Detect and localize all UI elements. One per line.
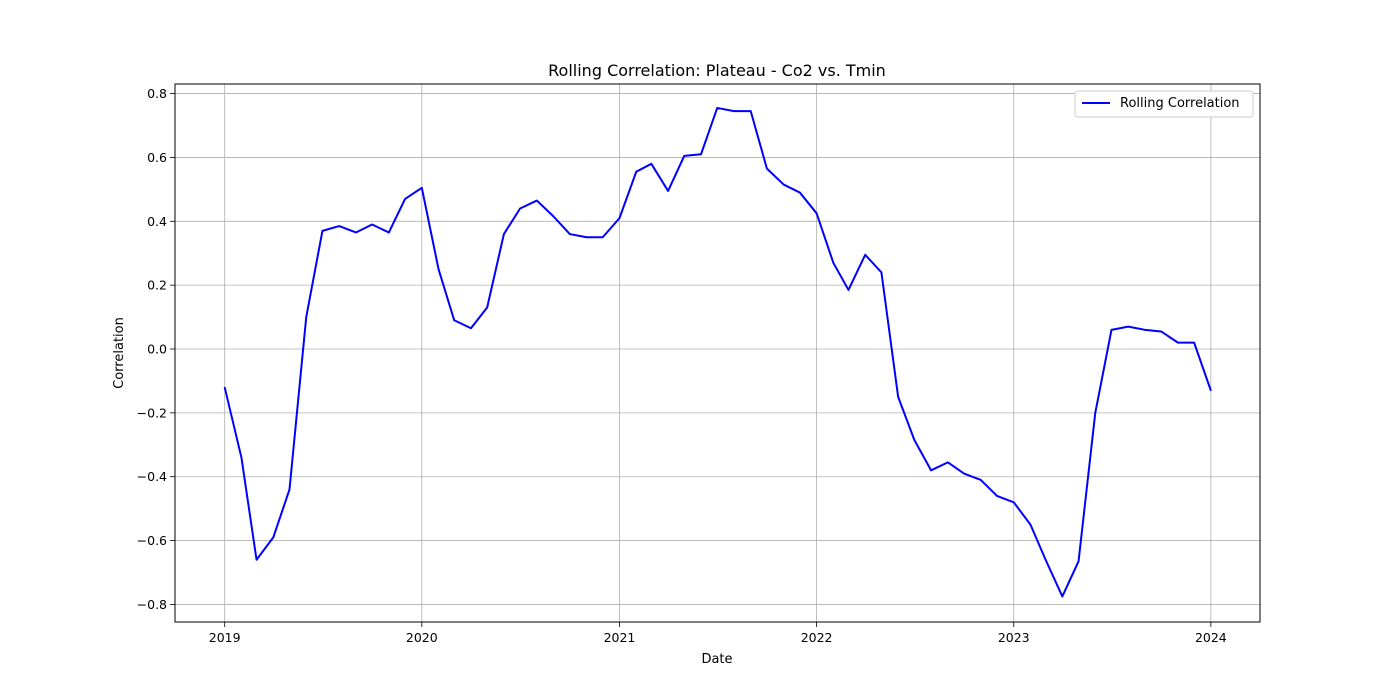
y-tick-label: −0.6: [137, 533, 167, 548]
data-point: [963, 472, 965, 475]
y-tick-label: 0.6: [147, 150, 167, 165]
data-point: [224, 386, 226, 388]
x-axis-label: Date: [701, 652, 732, 667]
legend: Rolling Correlation: [1074, 90, 1254, 118]
y-tick-label: −0.4: [137, 469, 167, 484]
data-point: [585, 236, 588, 238]
data-point: [503, 233, 505, 235]
data-point: [618, 217, 621, 219]
y-tick-label: −0.8: [137, 597, 167, 612]
x-tick-label: 2022: [801, 630, 833, 645]
x-tick-label: 2024: [1195, 630, 1227, 645]
data-point: [980, 479, 982, 481]
data-point: [716, 107, 718, 109]
data-point: [519, 207, 521, 210]
data-point: [650, 163, 652, 165]
data-point: [1193, 342, 1195, 344]
data-point: [255, 559, 258, 561]
data-point: [700, 153, 702, 155]
data-point: [371, 223, 373, 226]
data-point: [240, 456, 243, 459]
y-tick-label: 0.8: [147, 86, 167, 101]
data-point: [272, 536, 274, 538]
y-tick-label: −0.2: [137, 405, 167, 420]
x-tick-label: 2020: [406, 630, 438, 645]
data-point: [897, 396, 899, 398]
y-ticks: −0.8 −0.6 −0.4 −0.2 0.0 0.2 0.4 0.6 0.8: [137, 86, 175, 612]
data-point: [1177, 342, 1179, 344]
data-point: [947, 461, 949, 463]
line-layer: [223, 106, 1212, 598]
data-point: [1210, 389, 1212, 392]
data-point: [288, 488, 291, 491]
data-point: [305, 316, 307, 318]
data-point: [552, 215, 555, 218]
data-point: [750, 110, 752, 112]
data-point: [880, 271, 883, 273]
data-point: [1077, 560, 1080, 562]
x-tick-label: 2023: [998, 630, 1030, 645]
plot-background: [175, 84, 1260, 622]
data-point: [536, 199, 538, 202]
y-tick-label: 0.4: [147, 214, 167, 229]
data-point: [569, 233, 571, 235]
data-point: [1061, 595, 1063, 598]
x-tick-label: 2021: [604, 630, 636, 645]
data-point: [1160, 330, 1162, 333]
data-point: [816, 212, 818, 214]
data-point: [338, 225, 340, 227]
y-tick-label: 0.2: [147, 278, 167, 293]
data-point: [832, 262, 834, 264]
chart-title: Rolling Correlation: Plateau - Co2 vs. T…: [548, 61, 886, 80]
y-axis-label: Correlation: [112, 317, 127, 389]
data-point: [437, 268, 440, 270]
data-point: [635, 171, 637, 173]
data-point: [766, 168, 768, 170]
data-point: [1044, 559, 1047, 561]
data-point: [996, 495, 998, 497]
data-point: [799, 191, 801, 194]
data-point: [355, 231, 357, 234]
data-point: [733, 110, 735, 112]
data-point: [602, 236, 604, 238]
data-point: [864, 254, 866, 256]
x-tick-label: 2019: [209, 630, 241, 645]
data-point: [404, 198, 406, 200]
legend-box: [1074, 90, 1254, 118]
data-point: [930, 469, 932, 471]
data-point: [486, 306, 488, 309]
data-point: [913, 439, 915, 441]
data-point: [421, 187, 423, 189]
data-point: [683, 155, 685, 157]
legend-label: Rolling Correlation: [1120, 96, 1240, 111]
data-point: [1144, 329, 1146, 331]
grid: [175, 84, 1260, 622]
data-point: [1013, 501, 1015, 503]
data-point: [1110, 329, 1113, 331]
data-point: [847, 289, 850, 291]
data-point: [453, 319, 455, 321]
y-tick-label: 0.0: [147, 342, 167, 357]
data-point: [667, 190, 669, 192]
data-point: [470, 327, 472, 329]
plot-frame: [174, 83, 1261, 623]
data-point: [1127, 326, 1129, 328]
data-point: [1029, 524, 1032, 526]
x-ticks: 2019 2020 2021 2022 2023 2024: [209, 622, 1227, 645]
data-point: [388, 231, 390, 234]
data-point: [1094, 412, 1096, 414]
data-point: [321, 230, 324, 232]
data-point: [783, 183, 785, 186]
